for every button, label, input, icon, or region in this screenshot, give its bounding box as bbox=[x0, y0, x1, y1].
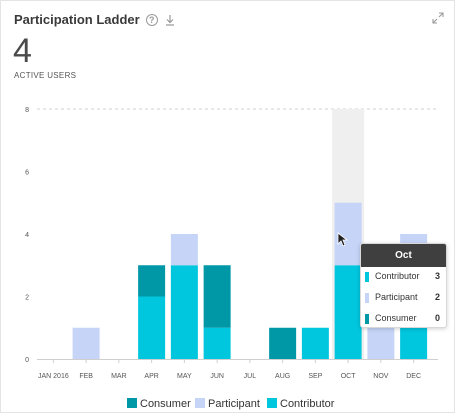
x-tick-label: SEP bbox=[308, 373, 322, 380]
bar-participant bbox=[367, 327, 395, 359]
bar-consumer bbox=[138, 265, 166, 297]
x-tick-label: MAY bbox=[177, 373, 192, 380]
tooltip-row-name: Participant bbox=[375, 292, 418, 302]
tooltip-row-name: Consumer bbox=[375, 313, 417, 323]
x-tick-label: JUN bbox=[210, 373, 224, 380]
x-tick-label: JAN 2016 bbox=[38, 373, 69, 380]
bar-participant bbox=[170, 234, 198, 266]
tooltip-swatch-participant bbox=[365, 293, 369, 303]
tooltip-row: Participant 2 bbox=[361, 288, 446, 309]
download-icon[interactable] bbox=[164, 14, 176, 26]
x-tick-label: DEC bbox=[406, 373, 421, 380]
tooltip-swatch-consumer bbox=[365, 314, 369, 324]
x-tick-label: APR bbox=[144, 373, 158, 380]
tooltip-row-name: Contributor bbox=[375, 271, 420, 281]
x-tick-label: AUG bbox=[275, 373, 290, 380]
active-users-label: ACTIVE USERS bbox=[14, 71, 77, 80]
legend-label: Contributor bbox=[280, 398, 335, 410]
tooltip-row: Contributor 3 bbox=[361, 267, 446, 288]
tooltip-row: Consumer 0 bbox=[361, 309, 446, 327]
legend-swatch-participant bbox=[195, 398, 205, 408]
bar-contributor bbox=[203, 327, 231, 359]
tooltip-row-value: 2 bbox=[434, 292, 440, 302]
tooltip-row-value: 0 bbox=[434, 313, 440, 323]
y-tick-label: 2 bbox=[25, 295, 29, 302]
x-tick-label: FEB bbox=[79, 373, 93, 380]
card-header: Participation Ladder ? bbox=[14, 12, 176, 27]
x-tick-label: NOV bbox=[373, 373, 389, 380]
y-tick-label: 4 bbox=[25, 232, 29, 239]
y-tick-label: 6 bbox=[25, 170, 29, 177]
bar-contributor bbox=[170, 265, 198, 359]
bar-contributor bbox=[301, 327, 329, 359]
chart-tooltip: Oct Contributor 3 Participant 2 Consumer… bbox=[360, 243, 447, 328]
y-tick-label: 0 bbox=[25, 357, 29, 364]
y-tick-label: 8 bbox=[25, 107, 29, 114]
bar-contributor bbox=[334, 265, 362, 359]
x-tick-label: JUL bbox=[244, 373, 257, 380]
card-title: Participation Ladder bbox=[14, 12, 140, 27]
legend-swatch-contributor bbox=[267, 398, 277, 408]
legend-label: Consumer bbox=[140, 398, 191, 410]
bar-consumer bbox=[269, 327, 297, 359]
x-tick-label: OCT bbox=[341, 373, 357, 380]
legend-label: Participant bbox=[208, 398, 260, 410]
bar-consumer bbox=[203, 265, 231, 328]
tooltip-title: Oct bbox=[361, 244, 446, 267]
legend-swatch-consumer bbox=[127, 398, 137, 408]
tooltip-row-value: 3 bbox=[434, 271, 440, 281]
active-users-count: 4 bbox=[13, 32, 32, 70]
x-tick-label: MAR bbox=[111, 373, 127, 380]
mouse-cursor-icon bbox=[337, 232, 349, 247]
bar-contributor bbox=[138, 296, 166, 359]
bar-participant bbox=[72, 327, 100, 359]
help-icon[interactable]: ? bbox=[145, 13, 158, 26]
expand-icon[interactable] bbox=[432, 12, 444, 24]
tooltip-swatch-contributor bbox=[365, 272, 369, 282]
